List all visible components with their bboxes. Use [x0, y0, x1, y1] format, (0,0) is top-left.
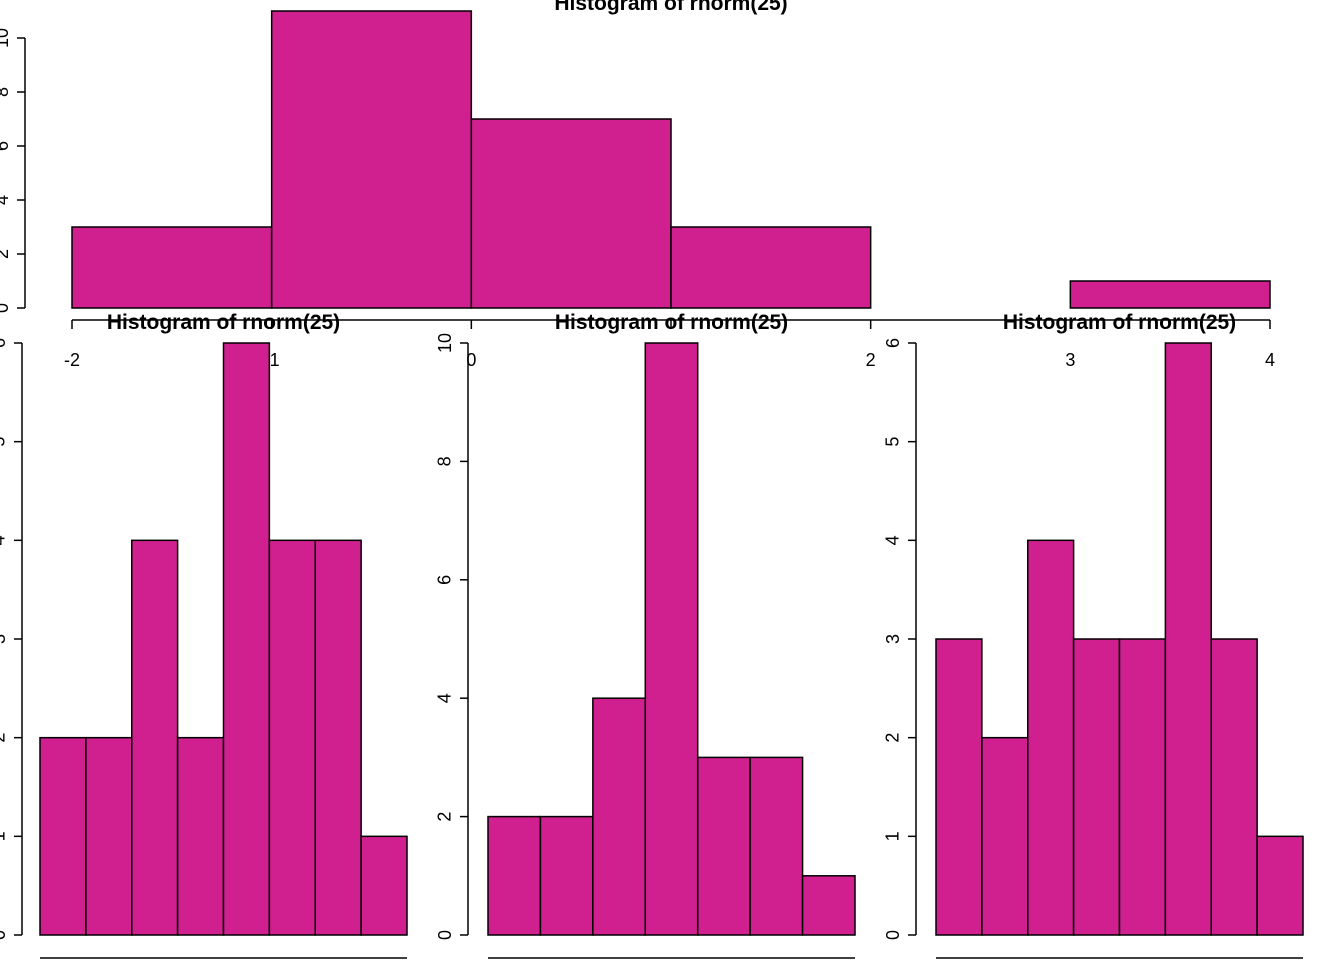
bar	[131, 539, 179, 936]
bar	[539, 815, 594, 936]
y-tick-label: 10	[0, 28, 12, 48]
bar	[1118, 638, 1167, 936]
bar	[268, 539, 316, 936]
y-tick-label: 3	[883, 634, 903, 644]
bar	[749, 756, 804, 936]
bar	[1072, 638, 1121, 936]
y-tick-label: 6	[883, 338, 903, 348]
y-tick-label: 5	[883, 437, 903, 447]
y-tick-label: 0	[435, 930, 455, 940]
y-tick-label: 1	[883, 831, 903, 841]
bar	[670, 226, 872, 309]
x-tick-label: 3	[1065, 350, 1075, 370]
bar	[801, 875, 856, 936]
x-tick-label: 4	[1265, 350, 1275, 370]
y-tick-label: 3	[0, 634, 9, 644]
bar	[270, 10, 473, 309]
bar	[314, 539, 362, 936]
bar	[935, 638, 983, 936]
chart-title: Histogram of rnorm(25)	[107, 311, 340, 334]
y-tick-label: 6	[435, 575, 455, 585]
y-tick-label: 6	[0, 141, 12, 151]
x-tick-label: 0	[466, 350, 476, 370]
bar	[1256, 835, 1304, 936]
y-tick-label: 0	[883, 930, 903, 940]
y-tick-label: 8	[435, 456, 455, 466]
y-tick-label: 8	[0, 87, 12, 97]
y-tick-label: 4	[435, 693, 455, 703]
y-tick-label: 2	[435, 812, 455, 822]
y-tick-label: 6	[0, 338, 9, 348]
x-tick-label: -2	[64, 350, 80, 370]
bar	[176, 736, 225, 936]
bar	[696, 756, 751, 936]
bar	[1164, 342, 1212, 936]
y-tick-label: 2	[0, 733, 9, 743]
bar	[487, 815, 542, 936]
y-tick-label: 0	[0, 303, 12, 313]
y-tick-label: 1	[0, 831, 9, 841]
y-tick-label: 2	[0, 249, 12, 259]
bar	[1069, 280, 1271, 309]
y-tick-label: 10	[435, 333, 455, 353]
bar	[1210, 638, 1258, 936]
bar	[470, 118, 672, 309]
bar	[222, 342, 271, 936]
bar	[85, 736, 133, 936]
y-tick-label: 4	[0, 535, 9, 545]
bar	[592, 697, 647, 936]
chart-title: Histogram of rnorm(25)	[554, 0, 787, 15]
chart-title: Histogram of rnorm(25)	[1003, 311, 1236, 334]
y-tick-label: 4	[883, 535, 903, 545]
bar	[360, 835, 408, 936]
y-tick-label: 2	[883, 733, 903, 743]
bar	[981, 736, 1029, 936]
bar	[39, 736, 87, 936]
chart-title: Histogram of rnorm(25)	[555, 311, 788, 334]
y-tick-label: 4	[0, 195, 12, 205]
bar	[1027, 539, 1075, 936]
x-tick-label: 2	[866, 350, 876, 370]
bar	[644, 342, 699, 936]
y-tick-label: 5	[0, 437, 9, 447]
y-tick-label: 0	[0, 930, 9, 940]
bar	[71, 226, 273, 309]
